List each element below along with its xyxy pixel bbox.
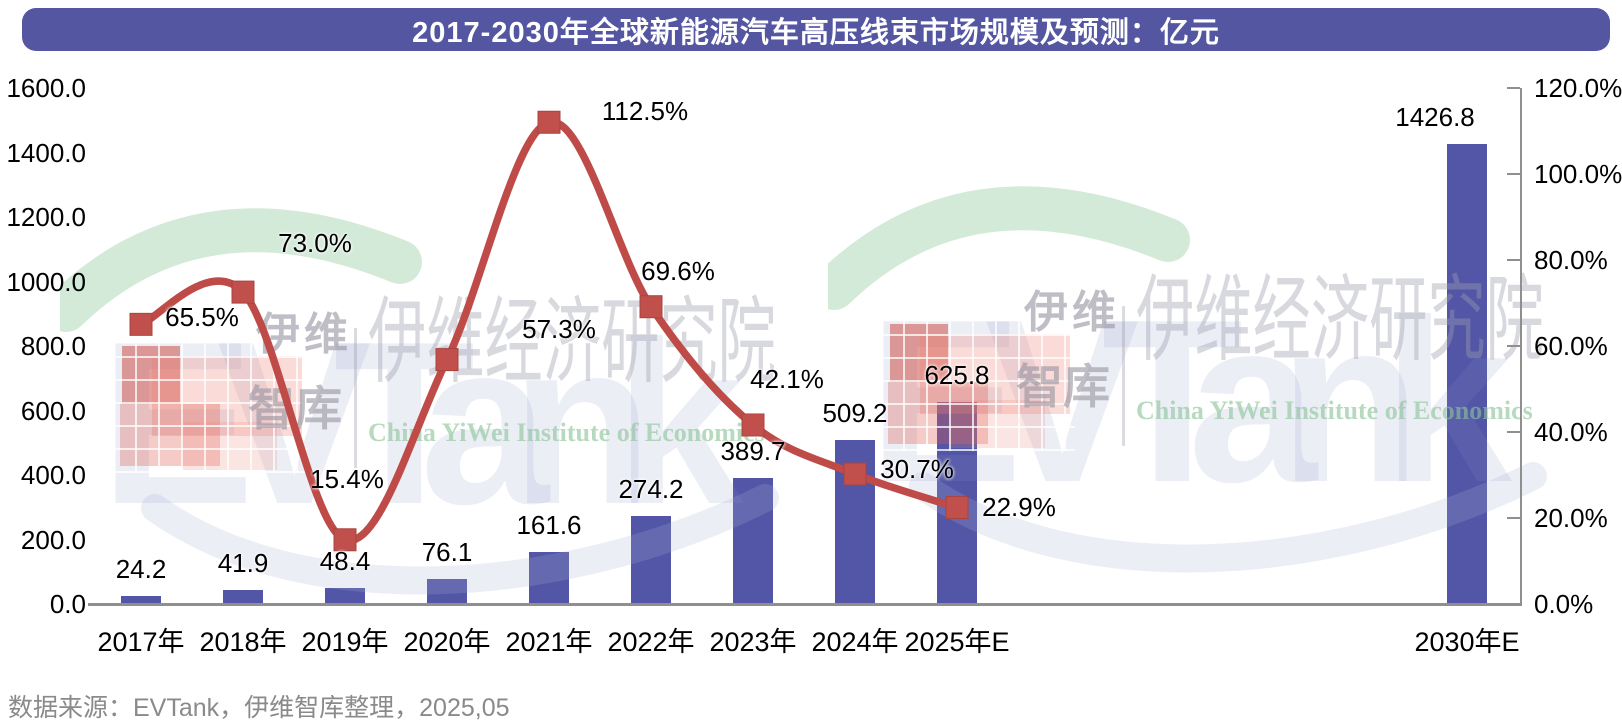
right-axis-tick xyxy=(1507,517,1520,519)
y-left-tick-label: 0.0 xyxy=(49,589,86,619)
bar xyxy=(529,551,569,604)
baseline xyxy=(88,603,1522,606)
right-axis-tick xyxy=(1507,345,1520,347)
x-tick-label: 2025年E xyxy=(904,627,1010,657)
right-axis-tick xyxy=(1507,603,1520,605)
bar xyxy=(223,590,263,604)
chart-title: 2017-2030年全球新能源汽车高压线束市场规模及预测：亿元 xyxy=(412,16,1220,49)
right-axis-tick xyxy=(1507,173,1520,175)
y-right-tick-label: 60.0% xyxy=(1534,331,1608,361)
y-left-tick-label: 600.0 xyxy=(20,395,86,426)
x-tick-label: 2021年 xyxy=(505,627,593,657)
y-right-tick-label: 120.0% xyxy=(1534,73,1622,103)
y-right-tick-label: 0.0% xyxy=(1534,589,1594,619)
right-axis-tick xyxy=(1507,431,1520,433)
right-axis-tick xyxy=(1507,87,1520,89)
x-tick-label: 2023年 xyxy=(709,627,797,657)
x-tick-label: 2024年 xyxy=(811,627,899,657)
y-left-tick-label: 1400.0 xyxy=(6,137,86,168)
right-axis-tick xyxy=(1507,259,1520,261)
bar xyxy=(121,596,161,604)
y-left-tick-label: 1000.0 xyxy=(6,266,86,297)
source-note: 数据来源：EVTank，伊维智库整理，2025,05 xyxy=(8,694,510,722)
right-axis-line xyxy=(1520,88,1522,606)
chart-title-bar: 2017-2030年全球新能源汽车高压线束市场规模及预测：亿元 xyxy=(22,8,1610,51)
bar xyxy=(325,588,365,604)
y-right-tick-label: 100.0% xyxy=(1534,159,1622,189)
y-left-tick-label: 200.0 xyxy=(20,524,86,555)
bar xyxy=(1447,143,1487,604)
x-tick-label: 2018年 xyxy=(199,627,287,657)
y-left-tick-label: 1600.0 xyxy=(6,73,86,103)
x-tick-label: 2030年E xyxy=(1414,627,1520,657)
x-tick-label: 2017年 xyxy=(97,627,185,657)
x-tick-label: 2022年 xyxy=(607,627,695,657)
y-right-tick-label: 40.0% xyxy=(1534,417,1608,447)
x-tick-label: 2019年 xyxy=(301,627,389,657)
y-left-tick-label: 400.0 xyxy=(20,460,86,490)
y-right-tick-label: 20.0% xyxy=(1534,503,1608,533)
bar xyxy=(427,579,467,604)
x-tick-label: 2020年 xyxy=(403,627,491,657)
y-left-tick-label: 1200.0 xyxy=(6,202,86,232)
y-right-tick-label: 80.0% xyxy=(1534,245,1608,275)
y-left-tick-label: 800.0 xyxy=(20,331,86,361)
